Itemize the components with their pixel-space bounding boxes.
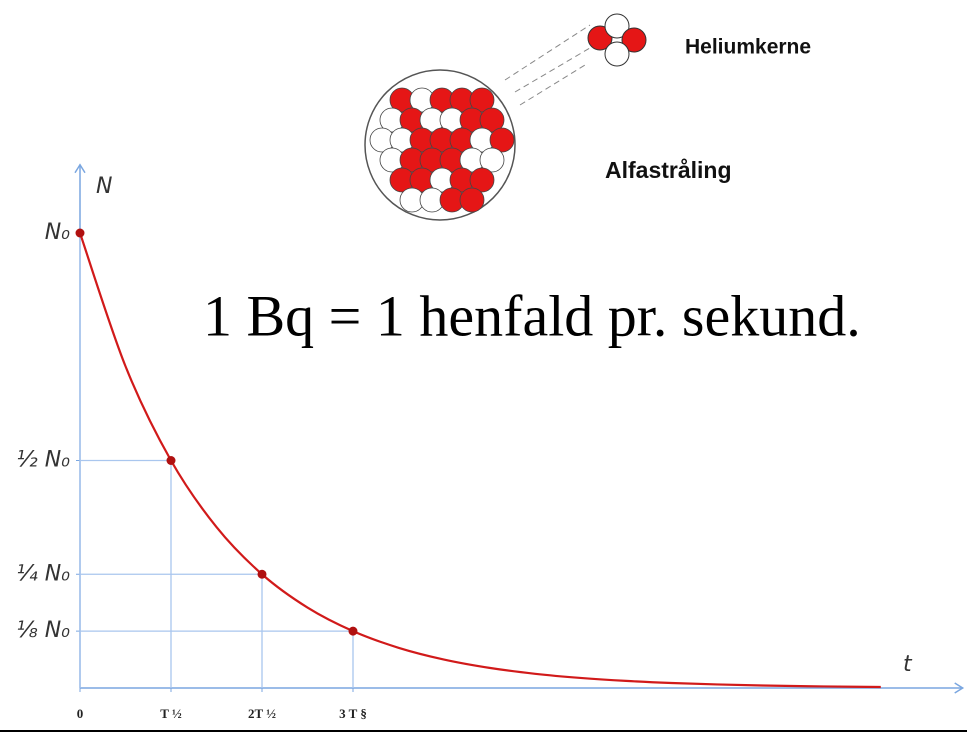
x-tick-label: 0	[77, 706, 84, 721]
plot: 0 T ½ 2T ½ 3 T § N₀ ½ N₀ ¼ N₀ ⅛ N₀	[16, 165, 962, 721]
bottom-rule	[0, 730, 967, 732]
nucleus-illustration	[365, 14, 646, 220]
point	[258, 570, 267, 579]
point	[349, 627, 358, 636]
point	[76, 229, 85, 238]
trail	[505, 25, 595, 105]
x-tick-label: T ½	[160, 706, 182, 721]
point	[167, 456, 176, 465]
nucleon	[460, 188, 484, 212]
annotation: Alfastråling	[605, 157, 732, 183]
x-tick-label: 2T ½	[248, 706, 276, 721]
y-tick-label: ¼ N₀	[16, 561, 70, 586]
annotation: Heliumkerne	[685, 36, 811, 59]
chart: Heliumkerne Alfastråling 1 Bq = 1 henfal…	[0, 0, 967, 734]
y-tick-label: ⅛ N₀	[16, 618, 70, 643]
x-axis-label: t	[903, 652, 913, 677]
x-tick-label: 3 T §	[339, 706, 367, 721]
y-tick-label: ½ N₀	[16, 448, 70, 473]
annotation: 1 Bq = 1 henfald pr. sekund.	[203, 283, 861, 348]
y-tick-label: N₀	[45, 220, 70, 245]
y-axis-label: N	[96, 174, 112, 199]
